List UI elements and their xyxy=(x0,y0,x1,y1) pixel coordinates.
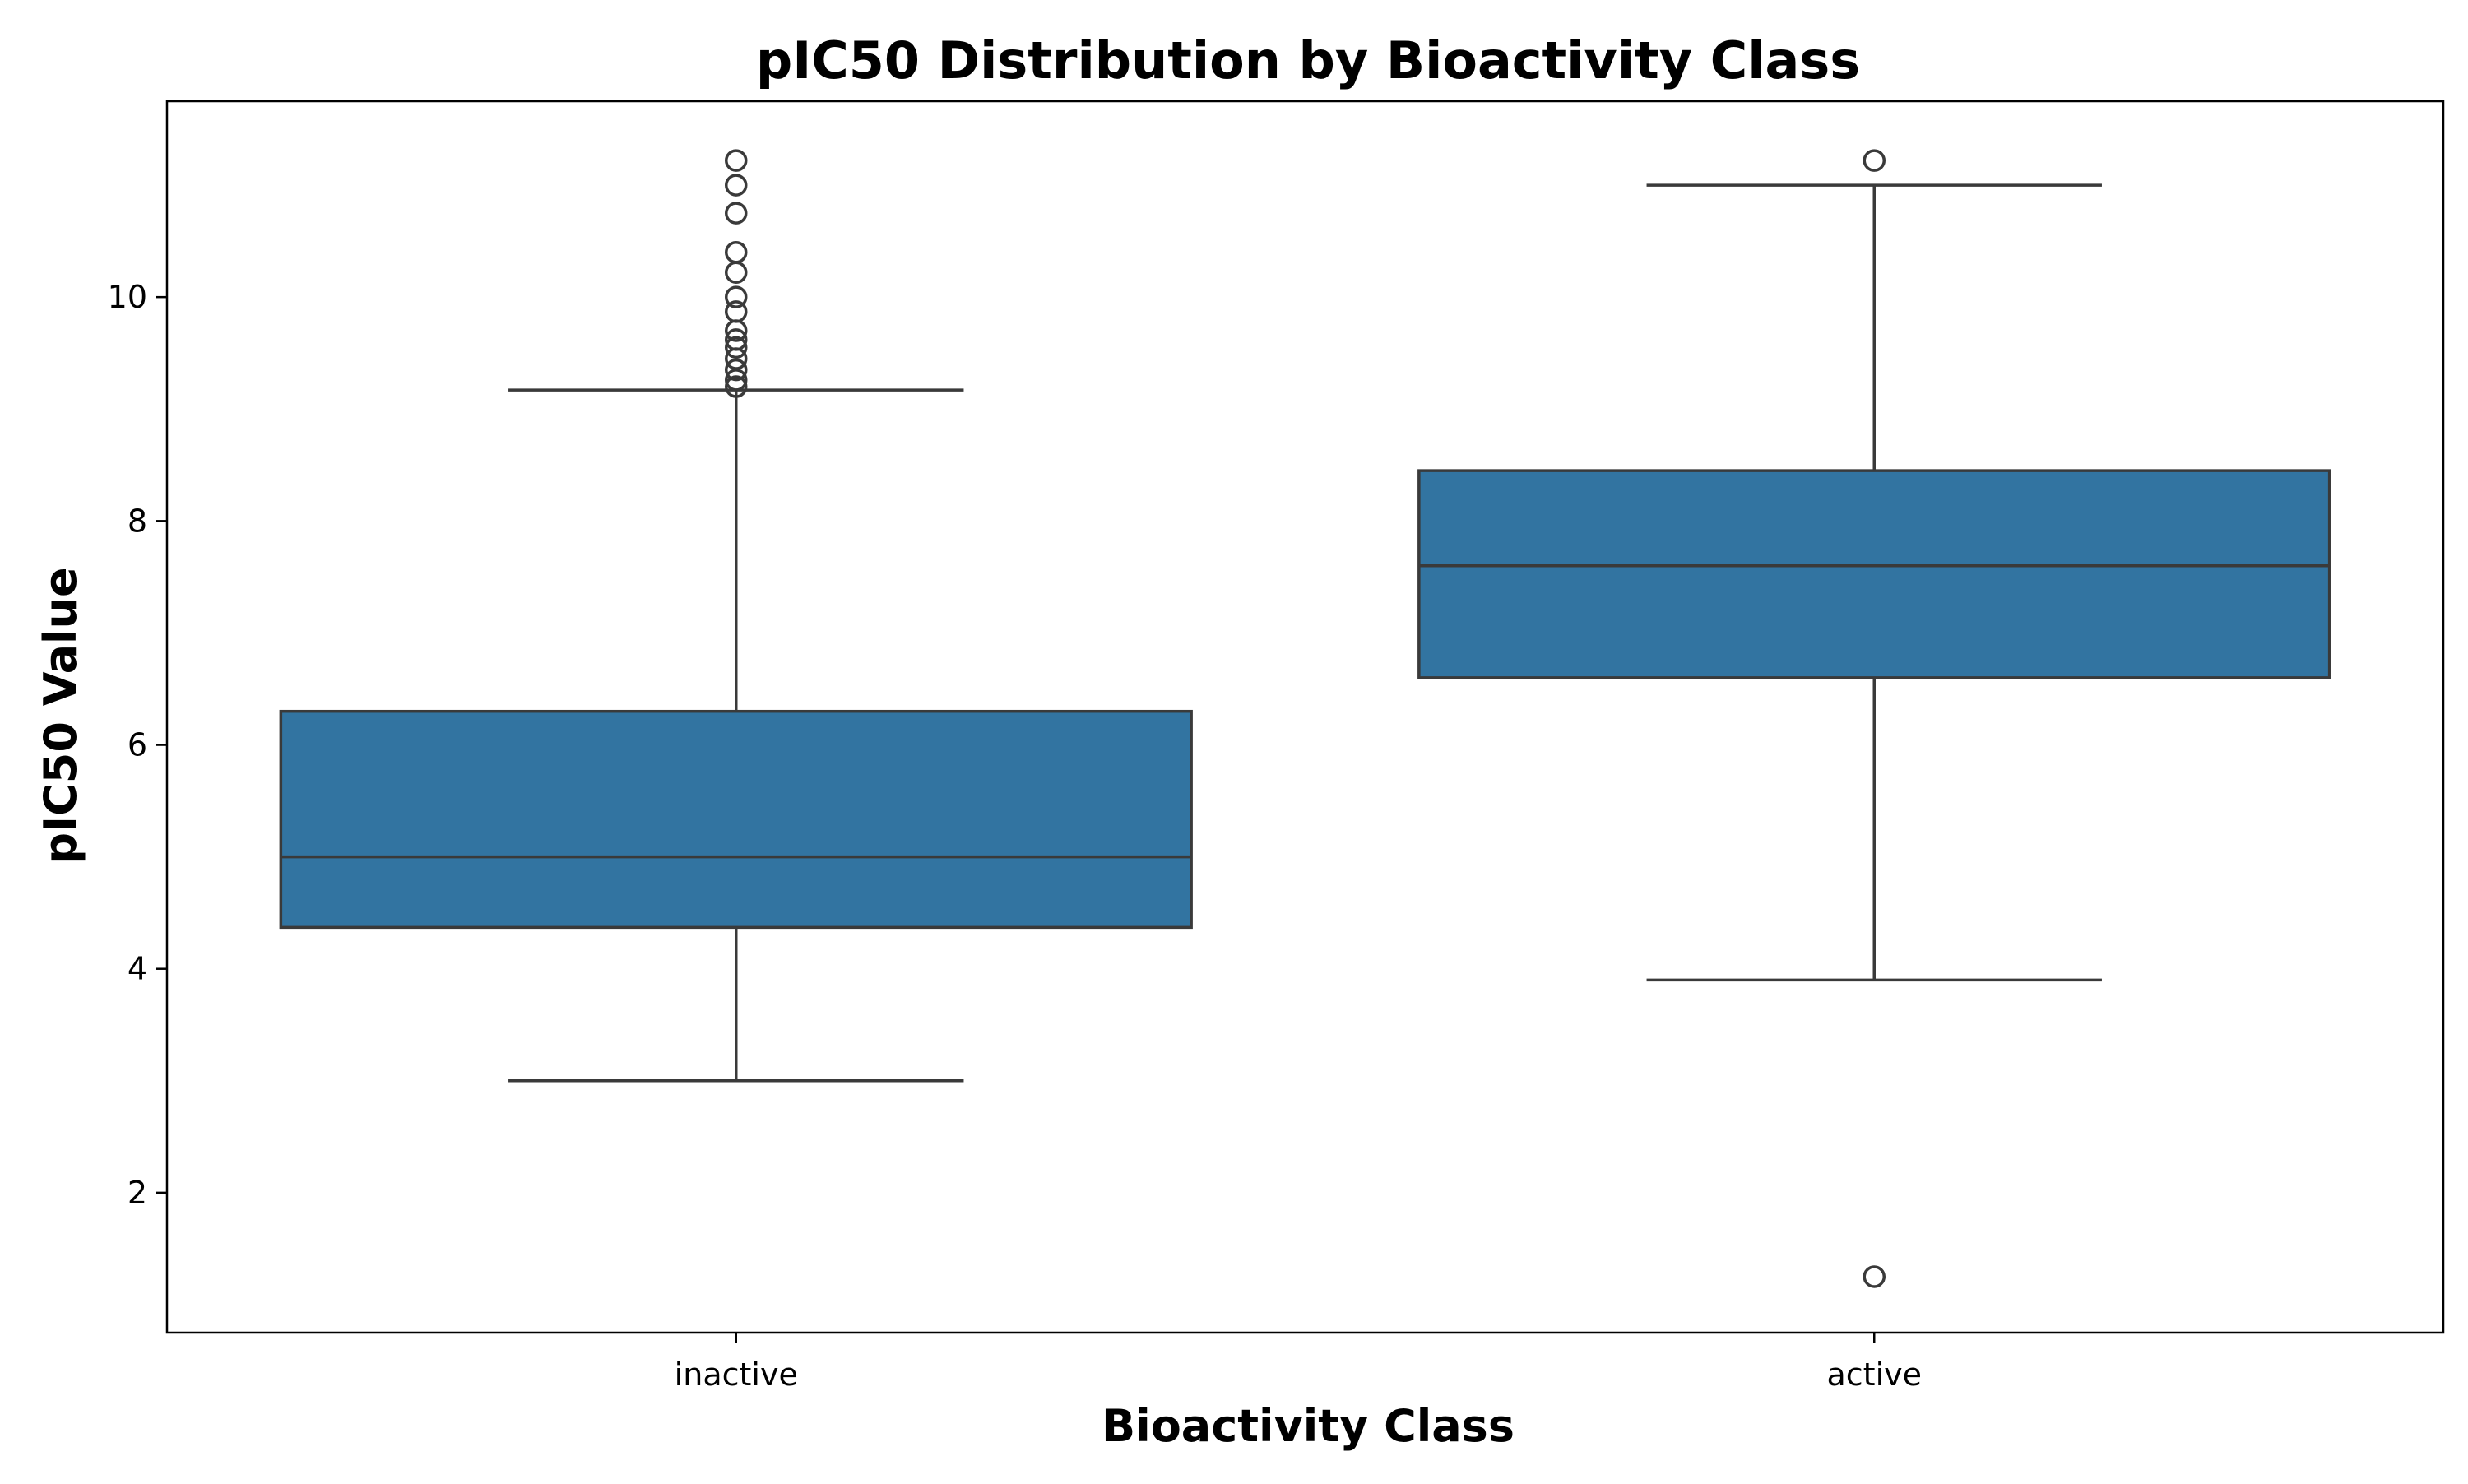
y-axis-label: pIC50 Value xyxy=(35,567,86,864)
y-tick-label: 6 xyxy=(128,727,147,763)
x-tick-label: active xyxy=(1826,1356,1922,1393)
outlier-point xyxy=(725,328,748,351)
x-axis-label: Bioactivity Class xyxy=(1102,1400,1515,1452)
outlier-point xyxy=(725,285,748,308)
y-tick-label: 4 xyxy=(128,951,147,987)
outlier-point xyxy=(725,174,748,197)
outlier-point xyxy=(725,369,748,392)
outlier-point xyxy=(1863,1265,1886,1288)
outlier-point xyxy=(725,336,748,359)
chart-title: pIC50 Distribution by Bioactivity Class xyxy=(756,30,1860,90)
box-inactive xyxy=(279,709,1193,930)
y-tick-label: 2 xyxy=(128,1175,147,1211)
outlier-point xyxy=(725,358,748,382)
outlier-point xyxy=(1863,149,1886,172)
x-tick-label: inactive xyxy=(675,1356,798,1393)
y-tick-label: 8 xyxy=(128,503,147,539)
outlier-point xyxy=(725,261,748,284)
plot-frame xyxy=(165,100,2445,1334)
outlier-point xyxy=(725,149,748,172)
outlier-point xyxy=(725,240,748,264)
box-active xyxy=(1417,469,2331,679)
outlier-point xyxy=(725,375,748,398)
outlier-point xyxy=(725,300,748,323)
plot-area: 2 4 6 8 10 inactive active xyxy=(108,100,2445,1393)
outlier-point xyxy=(725,202,748,225)
y-tick-label: 10 xyxy=(108,279,147,315)
